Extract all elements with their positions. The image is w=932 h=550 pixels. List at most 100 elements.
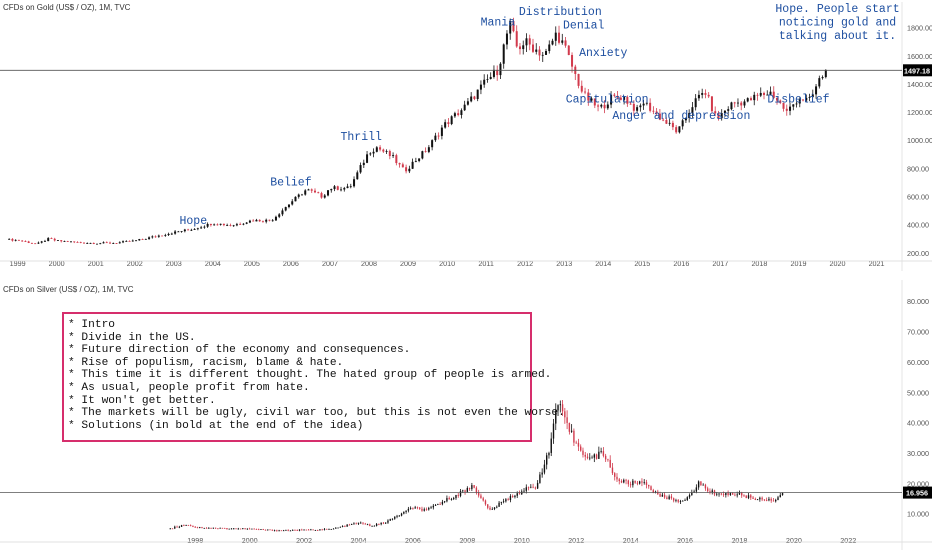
silver-candle-body	[634, 480, 636, 483]
silver-candle-body	[217, 528, 219, 530]
silver-candle-body	[189, 525, 192, 527]
silver-candle-body	[638, 481, 641, 484]
gold-candle-body	[118, 242, 121, 244]
gold-candle-body	[14, 239, 17, 241]
silver-candle-body	[568, 422, 571, 432]
gold-candle-body	[105, 242, 108, 244]
gold-candle-body	[60, 240, 63, 242]
silver-candle-body	[738, 492, 741, 495]
gold-candle-body	[362, 162, 365, 166]
gold-candle-body	[89, 242, 92, 244]
gold-annotation: Hope	[180, 215, 208, 228]
gold-candle-body	[313, 190, 317, 193]
silver-candle-body	[672, 498, 675, 501]
silver-candle-body	[532, 486, 534, 488]
silver-candle-body	[328, 529, 330, 530]
gold-candle-body	[704, 93, 707, 95]
gold-candle-body	[131, 240, 134, 242]
gold-candle-body	[749, 98, 752, 101]
silver-candle-body	[407, 508, 410, 511]
silver-candle-body	[539, 474, 541, 483]
silver-candle-body	[203, 527, 205, 529]
silver-candle-body	[525, 487, 527, 491]
gold-annotation-line: Anger and depression	[612, 110, 750, 123]
gold-candle-body	[671, 122, 674, 128]
gold-candle-body	[206, 223, 209, 227]
gold-candle-body	[122, 241, 125, 243]
gold-candle-body	[590, 98, 593, 101]
gold-candle-body	[421, 151, 424, 159]
silver-candle-body	[768, 498, 770, 501]
gold-candle-body	[203, 226, 206, 228]
silver-candle-body	[523, 490, 525, 492]
gold-x-tick-label: 2014	[595, 259, 611, 268]
note-line: * Rise of populism, racism, blame & hate…	[68, 356, 344, 369]
silver-candle-body	[727, 492, 729, 495]
silver-y-tick-label: 60.000	[907, 358, 929, 367]
gold-candle-body	[307, 189, 310, 191]
silver-candle-body	[693, 491, 695, 493]
gold-candle-body	[434, 135, 437, 141]
gold-candle-body	[805, 97, 808, 101]
gold-candle-body	[743, 101, 746, 106]
gold-candle-body	[470, 96, 473, 102]
gold-candle-body	[99, 243, 102, 245]
silver-candle-body	[747, 495, 750, 499]
gold-candle-body	[372, 151, 375, 154]
silver-candle-body	[221, 527, 224, 529]
gold-candle-body	[522, 45, 525, 50]
gold-candle-body	[460, 110, 463, 115]
gold-candle-body	[379, 147, 382, 150]
silver-candle-body	[500, 501, 503, 503]
silver-candle-body	[201, 527, 203, 529]
silver-candle-body	[405, 510, 407, 512]
gold-candle-body	[385, 151, 388, 152]
silver-candle-body	[466, 488, 469, 492]
gold-y-tick-label: 600.00	[907, 193, 929, 202]
gold-y-tick-label: 800.00	[907, 164, 929, 173]
gold-candle-body	[776, 97, 779, 101]
gold-x-tick-label: 1999	[10, 259, 26, 268]
gold-candle-body	[779, 100, 782, 103]
silver-candle-body	[307, 529, 310, 531]
silver-candle-body	[432, 505, 435, 508]
gold-x-tick-label: 2008	[361, 259, 377, 268]
silver-candle-body	[248, 528, 251, 530]
silver-candle-body	[736, 494, 738, 496]
silver-candle-body	[332, 528, 335, 530]
gold-candle-body	[414, 160, 417, 162]
silver-candle-body	[652, 490, 654, 493]
silver-candle-body	[260, 529, 262, 530]
gold-candle-body	[11, 238, 14, 241]
note-line: * Future direction of the economy and co…	[68, 344, 411, 357]
silver-candle-body	[416, 507, 419, 509]
gold-annotation: Hope. People start noticing gold and talki…	[775, 3, 899, 43]
silver-candle-body	[468, 488, 471, 489]
gold-annotation-line: Hope	[180, 215, 208, 228]
gold-candle-body	[684, 117, 687, 121]
gold-candle-body	[437, 135, 440, 137]
gold-candle-body	[509, 21, 512, 34]
silver-candle-body	[310, 529, 312, 531]
gold-candle-body	[333, 186, 336, 190]
gold-candle-body	[353, 179, 356, 187]
gold-annotation-line: Capitulation	[566, 93, 649, 106]
silver-candle-body	[741, 492, 743, 496]
silver-candle-body	[566, 417, 568, 423]
gold-candle-body	[427, 147, 430, 152]
silver-candle-body	[312, 529, 314, 531]
silver-candle-body	[305, 529, 308, 531]
silver-candle-body	[187, 525, 190, 526]
gold-candle-body	[50, 238, 53, 239]
silver-candle-body	[668, 496, 670, 499]
gold-candle-body	[450, 116, 453, 125]
silver-candle-body	[709, 491, 711, 492]
gold-candle-body	[476, 89, 479, 99]
silver-candle-body	[298, 529, 301, 531]
gold-y-tick-label: 1400.00	[907, 80, 932, 89]
gold-candle-body	[505, 33, 508, 45]
silver-candle-body	[527, 487, 530, 489]
silver-x-tick-label: 2006	[405, 536, 421, 545]
silver-candle-body	[704, 484, 707, 489]
silver-candle-body	[557, 405, 559, 411]
